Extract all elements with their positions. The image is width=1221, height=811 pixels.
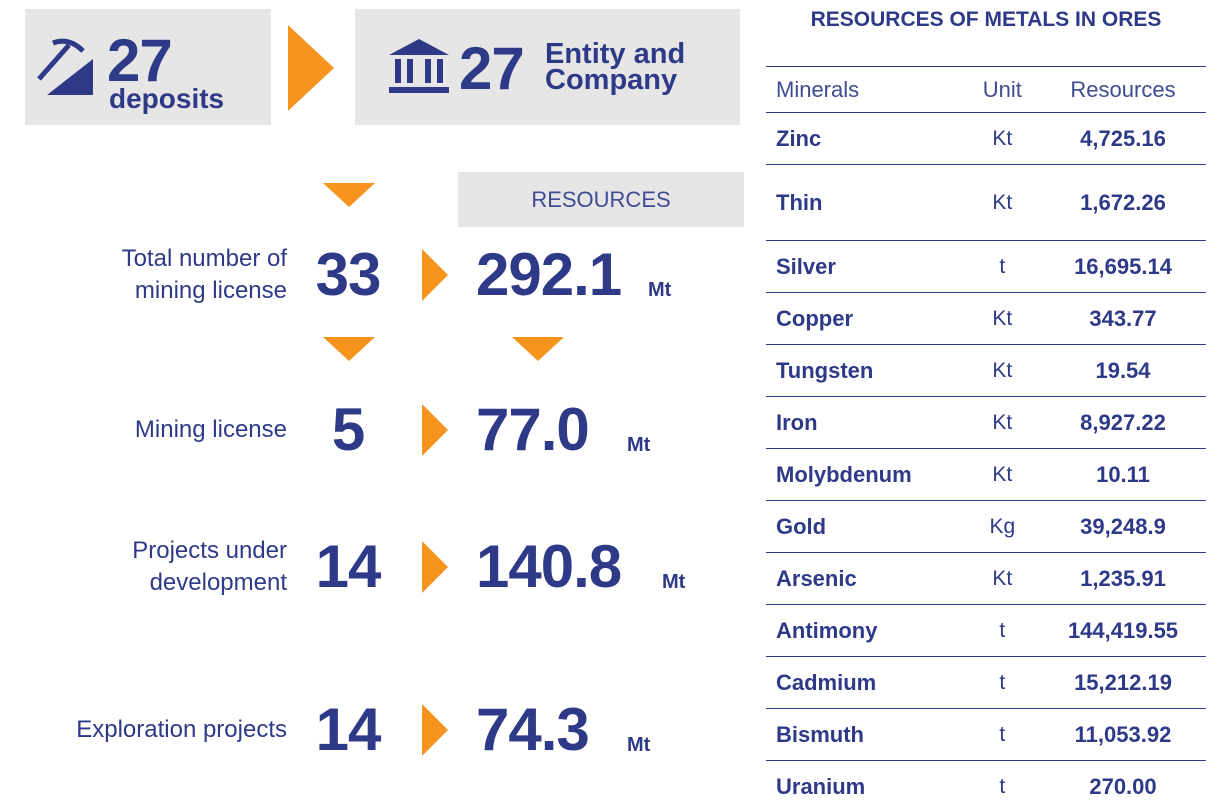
unit: Kt — [964, 396, 1040, 449]
arrow — [422, 541, 448, 593]
arrow — [323, 183, 375, 207]
row-resources: 140.8 — [476, 533, 622, 600]
table-row: Molybdenum Kt 10.11 — [766, 448, 1206, 501]
unit: Kt — [964, 448, 1040, 501]
mineral: Antimony — [766, 604, 965, 657]
unit: t — [964, 656, 1040, 709]
mineral: Uranium — [776, 773, 866, 799]
row-label: Projects under development — [132, 537, 287, 596]
table-header: Minerals Unit Resources — [766, 68, 1206, 113]
unit: Kt — [964, 164, 1040, 241]
entity-label: Entity and Company — [545, 38, 686, 96]
resources: 15,212.19 — [1040, 656, 1206, 709]
arrow — [288, 25, 334, 111]
resources: 270.00 — [1089, 773, 1157, 799]
table-row: Thin Kt 1,672.26 — [766, 164, 1206, 241]
resources-table: Minerals Unit Resources Zinc Kt 4,725.16 Th… — [766, 68, 1206, 811]
row-label: Mining license — [134, 416, 287, 443]
row-count: 14 — [315, 696, 382, 763]
deposits-count: 27 — [107, 27, 173, 94]
entity-count: 27 — [459, 35, 525, 102]
resources: 1,235.91 — [1040, 552, 1206, 605]
mineral: Tungsten — [766, 344, 965, 397]
column-header: Minerals — [766, 68, 965, 113]
resources-header: RESOURCES — [458, 172, 744, 227]
resources: 10.11 — [1040, 448, 1206, 501]
arrow — [512, 337, 564, 361]
resources: 39,248.9 — [1040, 500, 1206, 553]
resources: 16,695.14 — [1040, 240, 1206, 293]
column-header: Unit — [964, 68, 1040, 113]
row-resources: 77.0 — [476, 396, 590, 463]
arrow — [323, 337, 375, 361]
table-top-rule — [766, 66, 1206, 67]
table-row: Iron Kt 8,927.22 — [766, 396, 1206, 449]
unit: Kt — [964, 112, 1040, 165]
unit: t — [964, 604, 1040, 657]
table-title: RESOURCES OF METALS IN ORES — [810, 8, 1162, 31]
deposits-label: deposits — [109, 83, 225, 114]
unit: Kt — [964, 292, 1040, 345]
mineral: Molybdenum — [766, 448, 965, 501]
row-resources: 74.3 — [476, 696, 590, 763]
unit: t — [964, 708, 1040, 761]
table-row: Antimony t 144,419.55 — [766, 604, 1206, 657]
column-header: Resources — [1040, 68, 1206, 113]
arrow — [422, 249, 448, 301]
unit: Kt — [964, 552, 1040, 605]
row-label: Total number of mining license — [121, 245, 287, 304]
mineral: Arsenic — [766, 552, 965, 605]
table-row: Tungsten Kt 19.54 — [766, 344, 1206, 397]
row-unit: Mt — [627, 734, 651, 756]
row-unit: Mt — [627, 434, 651, 456]
table-row: Bismuth t 11,053.92 — [766, 708, 1206, 761]
deposits-box: 27 deposits — [25, 9, 271, 125]
unit: t — [999, 774, 1006, 798]
row-count: 5 — [331, 396, 365, 463]
entity-box: 27 Entity and Company — [355, 9, 740, 125]
table-row: Silver t 16,695.14 — [766, 240, 1206, 293]
resources: 8,927.22 — [1040, 396, 1206, 449]
resources: 4,725.16 — [1040, 112, 1206, 165]
bank-icon — [389, 39, 449, 93]
table-row: Zinc Kt 4,725.16 — [766, 112, 1206, 165]
resources: 11,053.92 — [1040, 708, 1206, 761]
resources: 1,672.26 — [1040, 164, 1206, 241]
mineral: Iron — [766, 396, 965, 449]
mineral: Gold — [766, 500, 965, 553]
row-unit: Mt — [662, 571, 686, 593]
table-row: Cadmium t 15,212.19 — [766, 656, 1206, 709]
resources: 144,419.55 — [1040, 604, 1206, 657]
row-count: 14 — [315, 533, 382, 600]
unit: Kg — [964, 500, 1040, 553]
arrow — [422, 704, 448, 756]
mineral: Zinc — [766, 112, 965, 165]
table-row: Copper Kt 343.77 — [766, 292, 1206, 345]
mineral: Thin — [766, 164, 965, 241]
row-unit: Mt — [648, 279, 672, 301]
row-resources: 292.1 — [476, 241, 622, 308]
resources: 343.77 — [1040, 292, 1206, 345]
unit: t — [964, 240, 1040, 293]
row-count: 33 — [315, 241, 382, 308]
table-row: Gold Kg 39,248.9 — [766, 500, 1206, 553]
mineral: Copper — [766, 292, 965, 345]
resources: 19.54 — [1040, 344, 1206, 397]
table-row: Uranium t 270.00 — [766, 761, 1206, 811]
mineral: Silver — [766, 240, 965, 293]
pick-icon — [37, 38, 93, 95]
mineral: Bismuth — [766, 708, 965, 761]
table-row: Arsenic Kt 1,235.91 — [766, 552, 1206, 605]
arrow — [422, 404, 448, 456]
row-label: Exploration projects — [76, 716, 287, 743]
mineral: Cadmium — [766, 656, 965, 709]
unit: Kt — [964, 344, 1040, 397]
